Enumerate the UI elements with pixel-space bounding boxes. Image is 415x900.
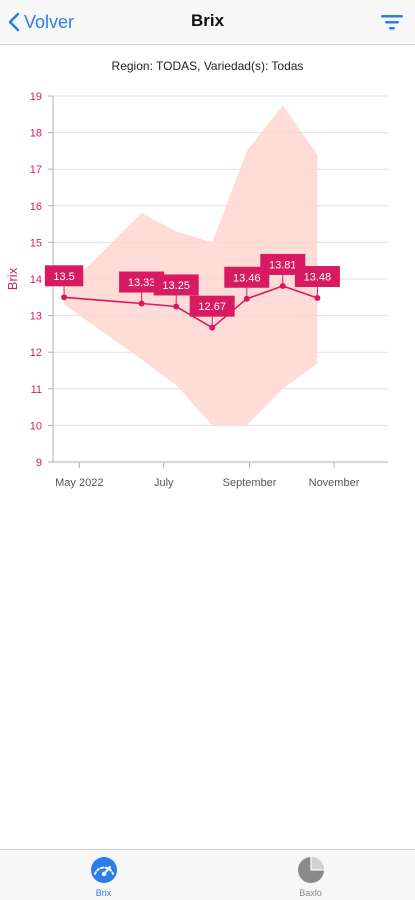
data-point [61,294,68,301]
data-label: 13.81 [269,259,297,271]
data-label-box [119,271,165,293]
tab-brix-label: Brix [95,888,112,898]
x-tick-label: September [223,477,277,489]
y-tick-label: 15 [30,237,42,249]
data-label-box [189,295,235,317]
pie-chart-icon [298,857,324,883]
data-label: 13.33 [128,277,156,289]
speedometer-icon [91,857,117,883]
data-label: 12.67 [198,301,226,313]
data-label-box [260,253,306,275]
tab-brix[interactable]: Brix [0,850,207,900]
chart-subtitle: Region: TODAS, Variedad(s): Todas [111,59,304,73]
filter-icon [381,15,403,30]
back-button-label: Volver [24,11,75,32]
y-tick-label: 9 [36,457,42,469]
navigation-bar: Volver Brix [0,0,415,45]
y-tick-label: 14 [30,274,42,286]
y-axis-label: Brix [5,267,20,290]
y-tick-label: 11 [31,384,42,396]
data-label: 13.48 [304,272,332,284]
data-point [209,324,216,331]
data-label-box [224,266,270,288]
range-band [64,105,318,426]
back-button[interactable]: Volver [8,8,74,36]
data-label-box [44,265,84,287]
data-point [279,282,286,289]
y-tick-label: 19 [30,91,42,103]
tab-baxlo-label: Baxlo [299,888,322,898]
filter-button[interactable] [379,12,405,32]
y-tick-label: 17 [30,164,42,176]
data-point [243,295,250,302]
y-tick-label: 12 [30,347,42,359]
y-tick-label: 10 [30,420,42,432]
data-label: 13.25 [162,280,190,292]
data-point [173,303,180,310]
x-tick-label: July [154,477,174,489]
x-tick-label: May 2022 [55,477,103,489]
page-title: Brix [190,11,225,30]
x-tick-label: November [309,477,360,489]
data-label-box [153,274,199,296]
data-point [138,300,145,307]
data-label: 13.46 [233,272,261,284]
chevron-left-icon [8,12,20,32]
brix-chart: 9 10 11 12 13 14 15 16 17 18 19 May 2022 July Septemb… [5,91,388,489]
y-tick-label: 18 [30,128,42,140]
y-tick-label: 16 [30,201,42,213]
tab-baxlo[interactable]: Baxlo [207,850,414,900]
tab-bar: Brix Baxlo [0,849,415,900]
y-tick-label: 13 [30,311,42,323]
data-label: 13.5 [53,271,74,283]
data-point [314,295,321,302]
data-label-box [294,266,340,288]
